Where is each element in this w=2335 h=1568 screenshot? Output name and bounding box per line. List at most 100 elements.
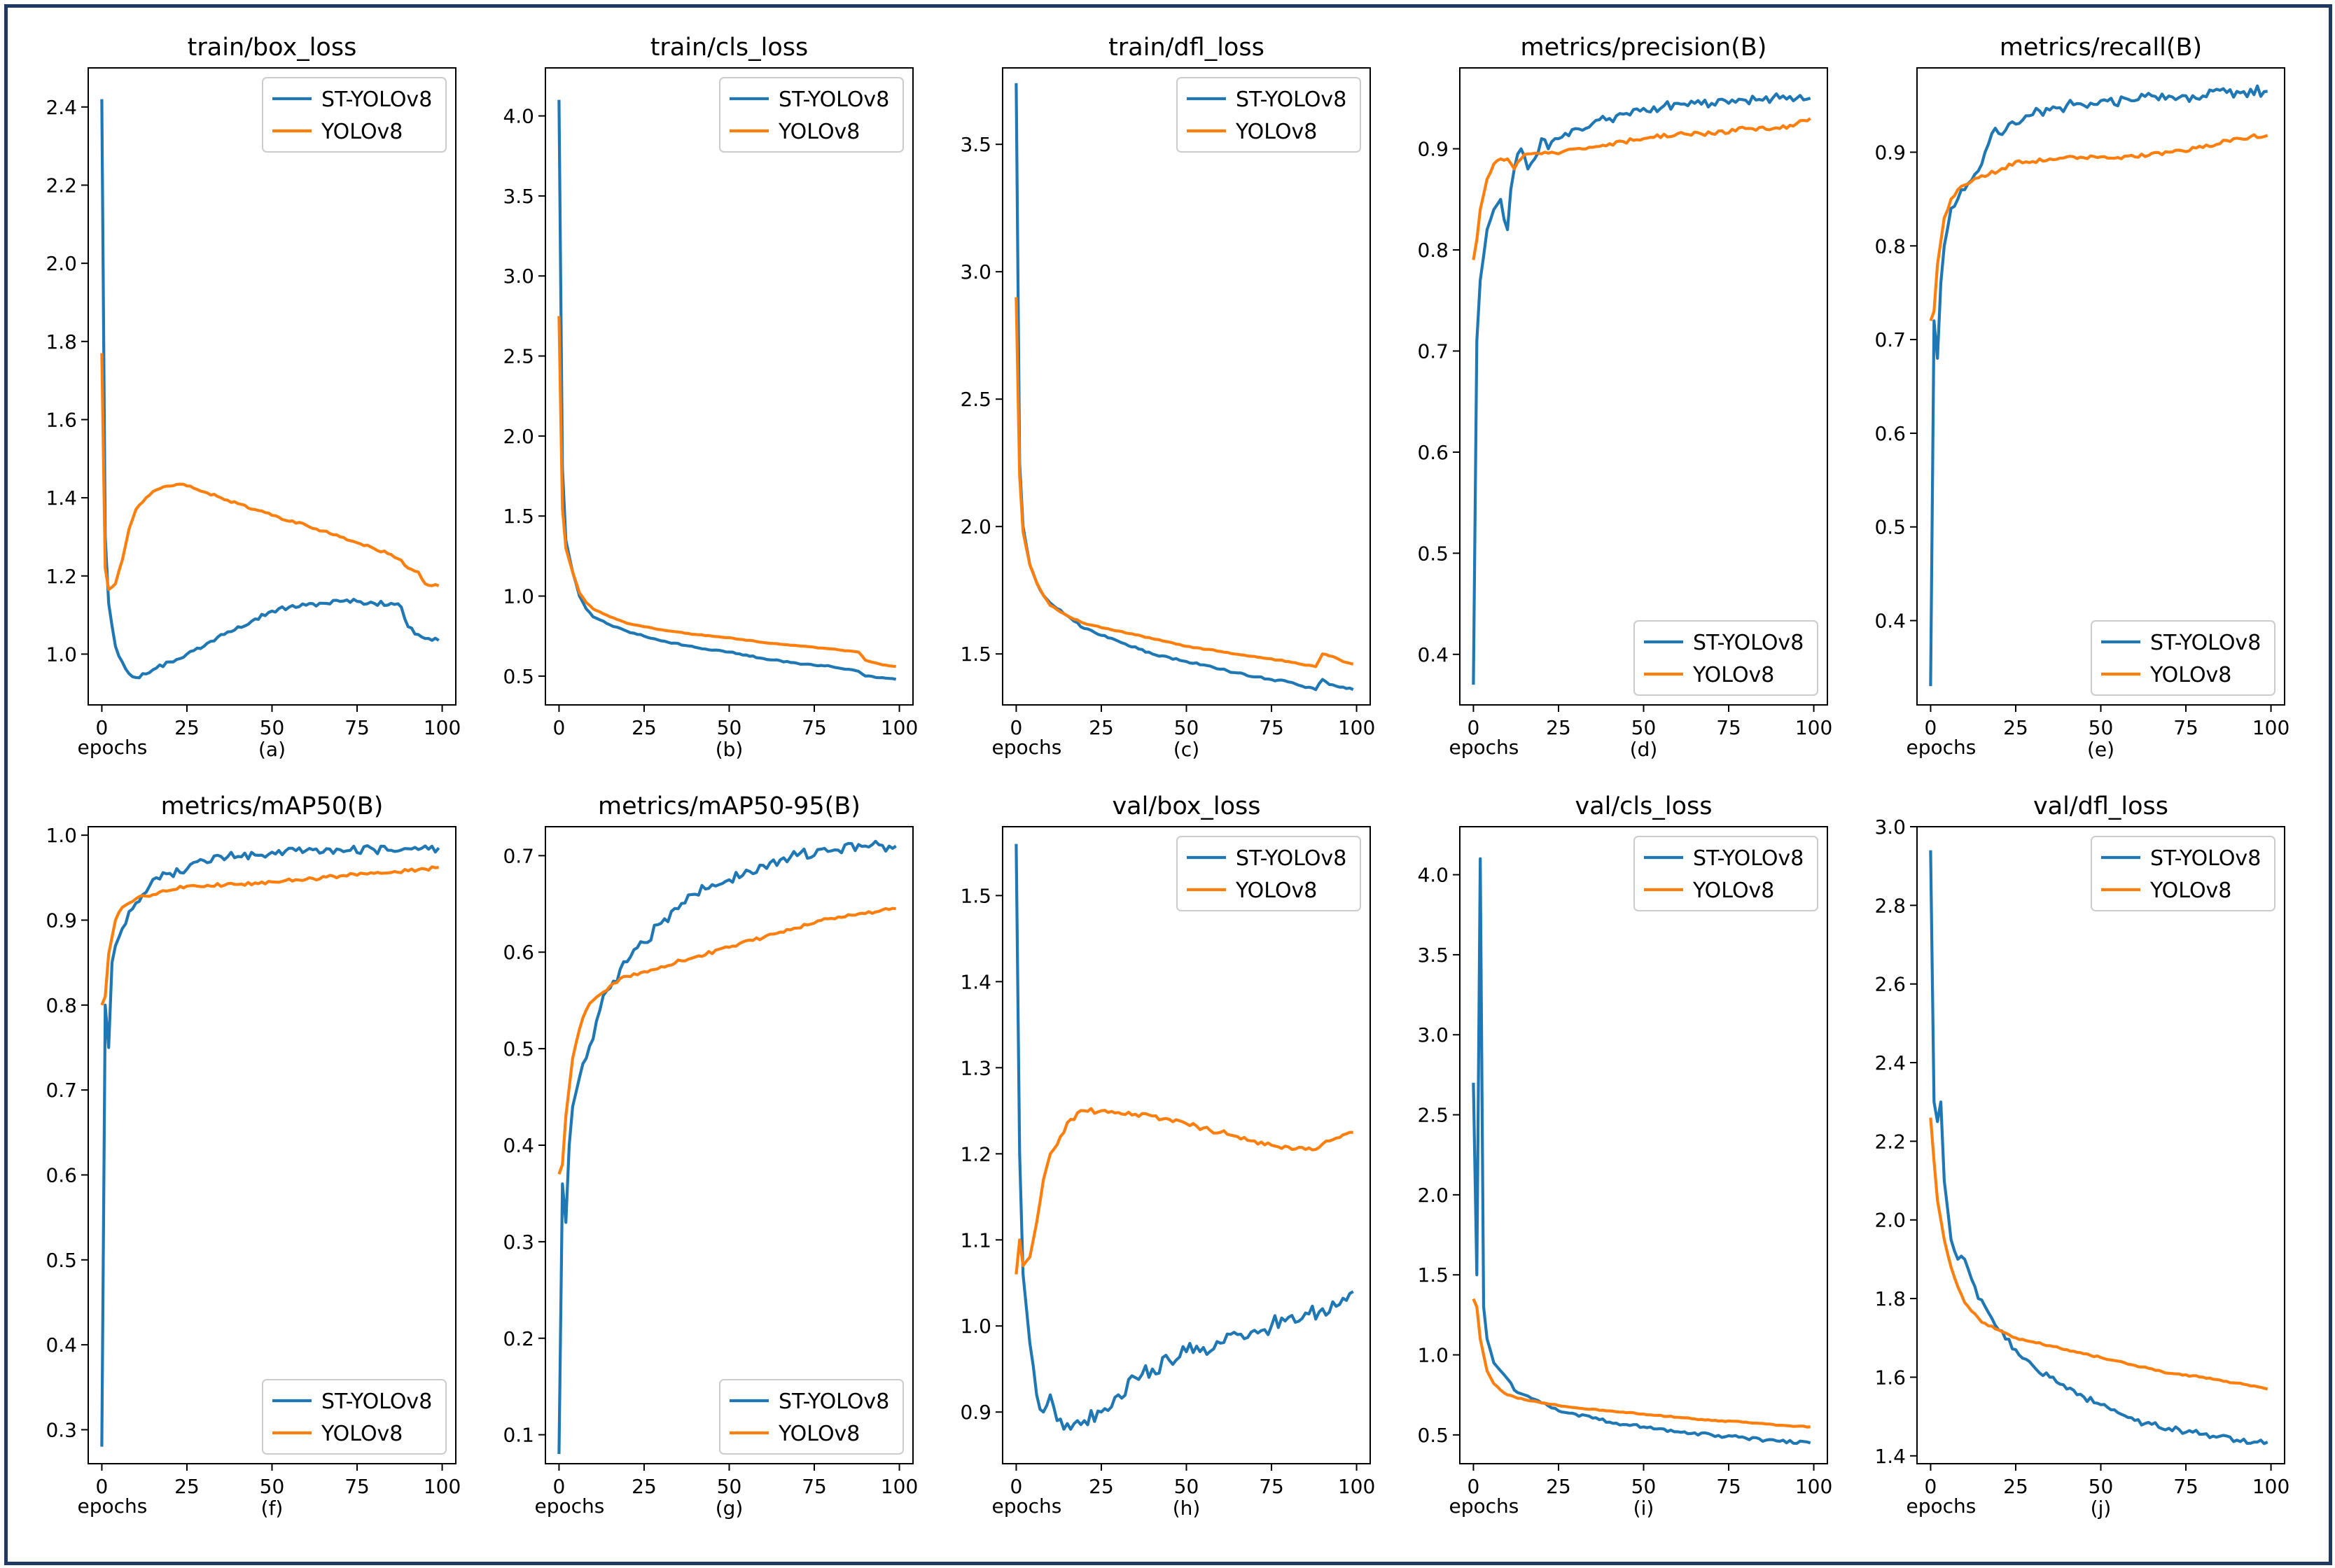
legend-box (1176, 77, 1361, 153)
x-tick-label: 25 (2003, 716, 2028, 739)
series-line-st-yolov8 (100, 844, 440, 1447)
y-tick-label: 0.8 (1417, 239, 1449, 262)
series-line-yolov8 (1929, 133, 2268, 322)
y-tick-label: 0.6 (1417, 441, 1449, 464)
x-axis-label: epochs (1449, 736, 1519, 759)
x-tick-label: 50 (1631, 716, 1657, 739)
legend-label: YOLOv8 (1692, 663, 1774, 687)
x-tick-label: 0 (1010, 716, 1023, 739)
legend-box (2091, 620, 2275, 696)
x-tick-label: 25 (1089, 1475, 1114, 1498)
y-tick-label: 0.5 (1417, 542, 1449, 565)
x-tick-label: 0 (1468, 716, 1480, 739)
y-tick-label: 3.0 (1417, 1023, 1449, 1046)
y-tick-label: 0.4 (503, 1134, 534, 1157)
x-tick-label: 75 (1259, 716, 1284, 739)
y-tick-label: 0.7 (46, 1079, 77, 1102)
x-tick-label: 100 (1795, 1475, 1832, 1498)
chart-panel-5: metrics/recall(B) 0 25 50 75 100 0.4 0.5 0.6 0.7 0… (1874, 34, 2289, 761)
x-tick-label: 0 (553, 1475, 566, 1498)
panel-label: (i) (1633, 1497, 1654, 1520)
legend-label: ST-YOLOv8 (2150, 846, 2261, 871)
series-line-yolov8 (1472, 1298, 1811, 1429)
series-line-st-yolov8 (1929, 84, 2268, 687)
y-tick-label: 2.5 (1417, 1104, 1449, 1127)
x-tick-label: 50 (2089, 716, 2114, 739)
y-tick-label: 3.5 (503, 185, 534, 208)
legend-label: YOLOv8 (321, 120, 403, 144)
x-tick-label: 75 (2173, 716, 2198, 739)
series-line-yolov8 (100, 353, 440, 592)
y-tick-label: 0.3 (503, 1231, 534, 1254)
y-tick-label: 1.6 (46, 408, 77, 431)
legend-label: ST-YOLOv8 (779, 88, 889, 112)
y-tick-label: 1.2 (46, 565, 77, 588)
legend-label: ST-YOLOv8 (321, 88, 432, 112)
series-line-yolov8 (1015, 297, 1354, 668)
legend: ST-YOLOv8 YOLOv8 (719, 77, 904, 153)
y-tick-label: 2.6 (1874, 973, 1906, 996)
panel-label: (f) (261, 1497, 284, 1520)
x-tick-label: 75 (2173, 1475, 2198, 1498)
legend-label: YOLOv8 (2149, 878, 2231, 903)
legend-box (719, 77, 904, 153)
panel-label: (h) (1173, 1497, 1201, 1520)
chart-title: val/dfl_loss (2033, 792, 2168, 820)
y-tick-label: 0.5 (46, 1249, 77, 1272)
legend-label: ST-YOLOv8 (1693, 846, 1804, 871)
series-line-yolov8 (557, 316, 896, 668)
x-axis-label: epochs (535, 1494, 605, 1518)
plot-area (545, 67, 914, 706)
legend-label: YOLOv8 (1692, 878, 1774, 903)
y-tick-label: 0.2 (503, 1327, 534, 1350)
y-tick-label: 0.3 (46, 1418, 77, 1441)
y-tick-label: 0.9 (1417, 138, 1449, 161)
chart-title: metrics/precision(B) (1521, 34, 1767, 62)
x-tick-label: 75 (344, 1475, 370, 1498)
series-line-st-yolov8 (1015, 844, 1354, 1431)
chart-title: train/dfl_loss (1108, 34, 1264, 62)
series-line-yolov8 (100, 865, 439, 1006)
y-tick-label: 1.5 (1417, 1264, 1449, 1287)
panel-label: (e) (2087, 738, 2114, 761)
legend-label: ST-YOLOv8 (2150, 631, 2261, 655)
y-tick-label: 2.4 (46, 96, 77, 119)
legend-label: ST-YOLOv8 (1236, 88, 1346, 112)
y-tick-label: 1.0 (960, 1315, 991, 1338)
x-tick-label: 0 (96, 1475, 109, 1498)
y-tick-label: 1.0 (46, 824, 77, 847)
legend-label: YOLOv8 (2149, 663, 2231, 687)
chart-title: metrics/mAP50(B) (161, 792, 384, 820)
x-tick-label: 100 (881, 1475, 918, 1498)
y-tick-label: 0.4 (46, 1334, 77, 1357)
x-tick-label: 50 (717, 716, 742, 739)
y-tick-label: 1.1 (960, 1228, 991, 1252)
legend-label: ST-YOLOv8 (779, 1390, 889, 1414)
legend: ST-YOLOv8 YOLOv8 (2091, 836, 2275, 911)
y-tick-label: 3.5 (960, 133, 991, 156)
x-tick-label: 100 (2252, 1475, 2289, 1498)
x-tick-label: 25 (174, 716, 200, 739)
y-tick-label: 1.0 (1417, 1344, 1449, 1367)
y-tick-label: 3.0 (960, 260, 991, 284)
y-tick-label: 0.5 (1874, 516, 1906, 539)
legend-label: YOLOv8 (778, 1422, 860, 1446)
y-tick-label: 0.6 (1874, 422, 1906, 445)
x-tick-label: 50 (260, 716, 285, 739)
x-tick-label: 75 (1716, 1475, 1741, 1498)
y-tick-label: 1.4 (1874, 1445, 1906, 1468)
x-tick-label: 100 (1795, 716, 1832, 739)
series-line-st-yolov8 (557, 839, 897, 1455)
plot-area (1916, 67, 2285, 706)
x-tick-label: 25 (1546, 716, 1571, 739)
y-tick-label: 0.5 (503, 1037, 534, 1060)
x-tick-label: 50 (717, 1475, 742, 1498)
y-tick-label: 1.5 (503, 505, 534, 528)
legend: ST-YOLOv8 YOLOv8 (719, 1379, 904, 1455)
y-tick-label: 2.8 (1874, 894, 1906, 917)
series-line-yolov8 (1929, 1117, 2268, 1391)
chart-panel-10: val/dfl_loss 0 25 50 75 100 1.4 1.6 1.8 2.0 2.2 2.4… (1874, 792, 2289, 1520)
plot-area (1459, 826, 1828, 1464)
legend-label: ST-YOLOv8 (1693, 631, 1804, 655)
y-tick-label: 2.0 (503, 425, 534, 448)
